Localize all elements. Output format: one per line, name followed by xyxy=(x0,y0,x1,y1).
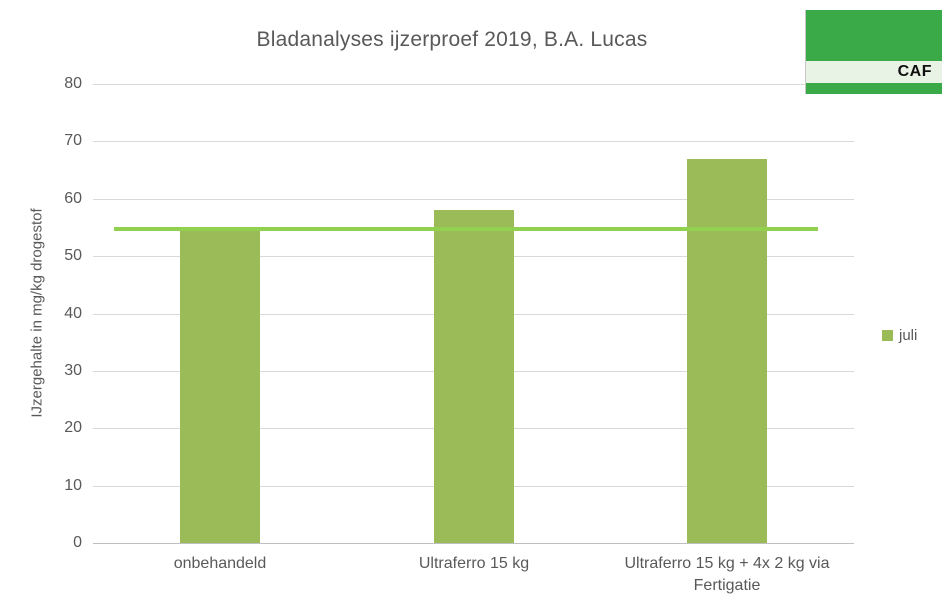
y-tick-label-10: 10 xyxy=(64,476,82,494)
y-tick-label-20: 20 xyxy=(64,419,82,437)
y-tick-label-30: 30 xyxy=(64,361,82,379)
bar-ultraferro-15-kg-4x-2-kg-via-fertigatie xyxy=(687,159,767,543)
caf-logo-green-block xyxy=(806,10,942,61)
y-tick-label-50: 50 xyxy=(64,247,82,265)
gridline-60 xyxy=(93,199,854,200)
x-axis-label-ultraferro-15-kg-4x-2-kg-via-fertigatie: Ultraferro 15 kg + 4x 2 kg via Fertigati… xyxy=(624,555,830,595)
y-tick-label-0: 0 xyxy=(73,534,82,551)
y-tick-label-60: 60 xyxy=(64,189,82,207)
x-axis-label-ultraferro-15-kg: Ultraferro 15 kg xyxy=(418,555,530,572)
y-tick-label-80: 80 xyxy=(64,75,82,92)
reference-line-referentielijn xyxy=(114,227,818,231)
gridline-80 xyxy=(93,84,854,85)
bar-ultraferro-15-kg xyxy=(434,210,514,543)
legend-swatch-juli xyxy=(882,330,893,341)
gridline-0 xyxy=(93,543,854,544)
caf-logo: CAF xyxy=(805,10,942,94)
gridline-70 xyxy=(93,141,854,142)
bar-onbehandeld xyxy=(180,227,260,543)
caf-logo-wordmark: CAF xyxy=(806,61,942,83)
y-tick-label-70: 70 xyxy=(64,132,82,150)
chart-title: Bladanalyses ijzerproef 2019, B.A. Lucas xyxy=(256,28,648,51)
caf-logo-bottom-strip xyxy=(806,83,942,94)
x-axis-label-onbehandeld: onbehandeld xyxy=(173,555,267,572)
legend: juli xyxy=(882,327,917,344)
y-tick-label-40: 40 xyxy=(64,304,82,322)
legend-label: juli xyxy=(899,327,918,344)
y-axis-title: IJzergehalte in mg/kg drogestof xyxy=(28,208,46,418)
